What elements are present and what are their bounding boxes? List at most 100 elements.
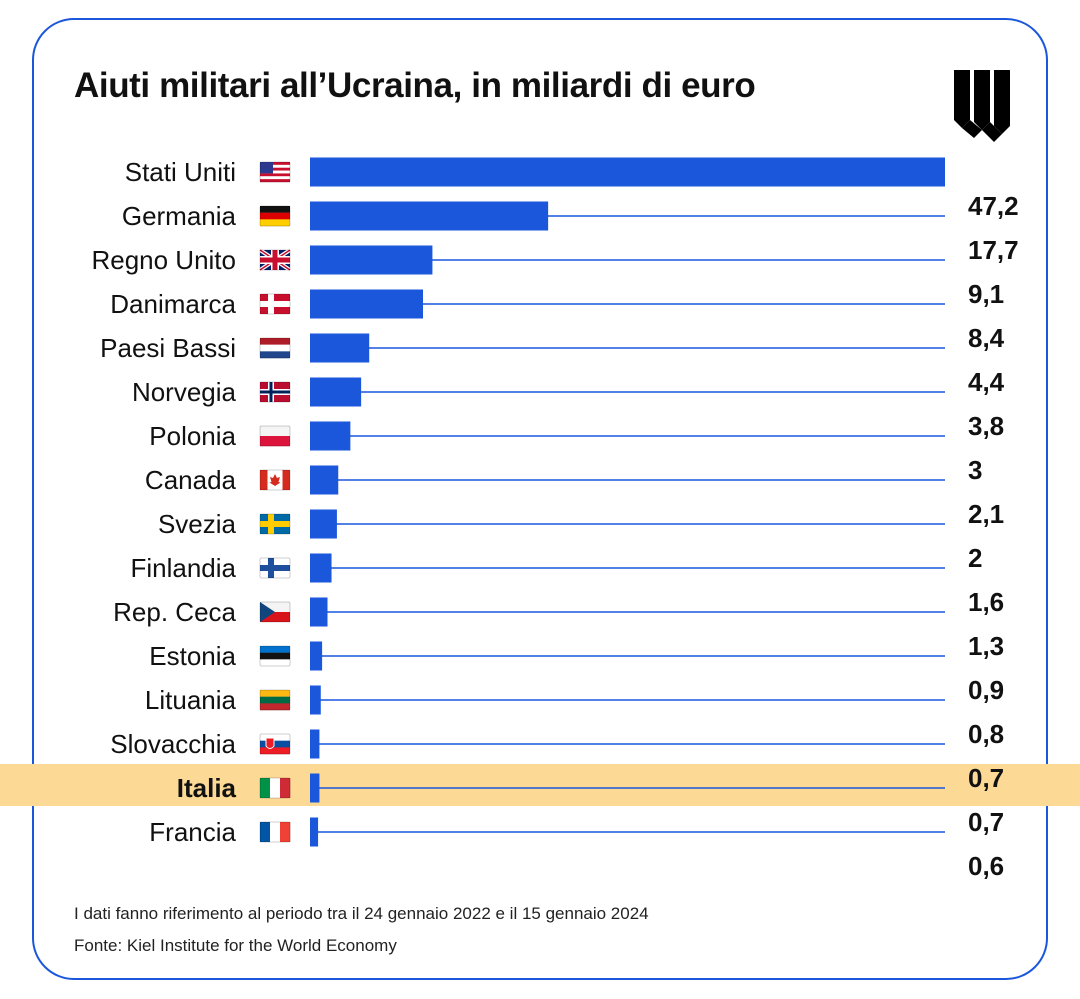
flag-border xyxy=(259,513,291,535)
flag-cross xyxy=(260,257,290,263)
flag-stripe xyxy=(260,162,290,165)
flag-canton xyxy=(260,162,273,174)
flag-border xyxy=(259,733,291,755)
flag-stripe xyxy=(260,219,290,227)
flag-border xyxy=(259,381,291,403)
bar-rep-ceca xyxy=(310,597,328,627)
footnote-period: I dati fanno riferimento al periodo tra … xyxy=(74,904,649,923)
category-label: Paesi Bassi xyxy=(100,333,236,363)
bar-francia xyxy=(310,817,319,847)
flag-stripe xyxy=(260,170,290,174)
flag-border xyxy=(259,557,291,579)
flag-stripe xyxy=(280,778,291,798)
category-label: Polonia xyxy=(149,421,236,451)
flag-cross xyxy=(260,390,290,394)
category-label: Norvegia xyxy=(132,377,237,407)
category-label: Danimarca xyxy=(110,289,236,319)
value-label: 0,8 xyxy=(968,719,1004,749)
flag-border xyxy=(259,205,291,227)
category-label: Slovacchia xyxy=(110,729,236,759)
flag-stripe xyxy=(260,696,290,704)
flag-stripe xyxy=(260,734,290,741)
category-label: Rep. Ceca xyxy=(113,597,236,627)
bar-danimarca xyxy=(310,289,424,319)
value-label: 3 xyxy=(968,455,982,485)
bar-slovacchia xyxy=(310,729,320,759)
flag-stripe xyxy=(260,612,290,622)
flag-stripe xyxy=(260,426,290,437)
flag-stripe xyxy=(260,176,290,180)
value-label: 1,3 xyxy=(968,631,1004,661)
category-label: Stati Uniti xyxy=(125,157,236,187)
flag-stripe xyxy=(260,338,290,345)
value-label: 0,6 xyxy=(968,851,1004,881)
flag-shield xyxy=(265,737,275,749)
flag-us-icon xyxy=(259,161,291,183)
category-label: Germania xyxy=(122,201,237,231)
flag-stripe xyxy=(260,740,290,748)
chart-title: Aiuti militari all’Ucraina, in miliardi … xyxy=(74,66,756,105)
flag-cz-icon xyxy=(259,601,291,623)
flag-maple-leaf xyxy=(269,474,281,486)
footnote-source: Fonte: Kiel Institute for the World Econ… xyxy=(74,936,397,955)
category-label: Estonia xyxy=(149,641,236,671)
value-label: 0,9 xyxy=(968,675,1004,705)
category-label: Svezia xyxy=(158,509,237,539)
flag-stripe xyxy=(260,351,290,359)
value-label: 2,1 xyxy=(968,499,1004,529)
bar-germania xyxy=(310,201,549,231)
flag-border xyxy=(259,249,291,271)
flag-stripe xyxy=(270,822,281,842)
category-label: Francia xyxy=(149,817,236,847)
value-label: 8,4 xyxy=(968,323,1005,353)
flag-fr-icon xyxy=(259,821,291,843)
flag-nl-icon xyxy=(259,337,291,359)
flag-stripe xyxy=(260,747,290,755)
flag-pl-icon xyxy=(259,425,291,447)
flag-stripe xyxy=(260,822,271,842)
value-label: 17,7 xyxy=(968,235,1019,265)
value-label: 0,7 xyxy=(968,763,1004,793)
value-label: 47,2 xyxy=(968,191,1019,221)
flag-dk-icon xyxy=(259,293,291,315)
flag-ee-icon xyxy=(259,645,291,667)
flag-band xyxy=(282,470,290,490)
bar-norvegia xyxy=(310,377,362,407)
category-label: Regno Unito xyxy=(91,245,236,275)
flag-border xyxy=(259,161,291,183)
flag-stripe xyxy=(260,164,290,168)
flag-band xyxy=(260,470,268,490)
flag-stripe xyxy=(260,179,290,183)
flag-de-icon xyxy=(259,205,291,227)
flag-stripe xyxy=(260,206,290,213)
flag-sk-icon xyxy=(259,733,291,755)
category-label: Italia xyxy=(177,773,237,803)
category-label: Finlandia xyxy=(130,553,236,583)
flag-border xyxy=(259,337,291,359)
flag-stripe xyxy=(260,652,290,660)
bar-estonia xyxy=(310,641,323,671)
bar-italia xyxy=(310,773,320,803)
flag-it-icon xyxy=(259,777,291,799)
value-label: 0,7 xyxy=(968,807,1004,837)
flag-ca-icon xyxy=(259,469,291,491)
category-label: Lituania xyxy=(145,685,237,715)
value-label: 4,4 xyxy=(968,367,1005,397)
flag-stripe xyxy=(260,646,290,653)
flag-stripe xyxy=(260,344,290,352)
flag-stripe xyxy=(260,173,290,177)
flag-fi-icon xyxy=(259,557,291,579)
flag-border xyxy=(259,645,291,667)
flag-border xyxy=(259,777,291,799)
flag-stripe xyxy=(260,212,290,220)
flag-stripe xyxy=(260,778,271,798)
bar-stati-uniti xyxy=(310,157,945,187)
flag-cross xyxy=(260,565,290,571)
category-label: Canada xyxy=(145,465,237,495)
w-logo-icon xyxy=(954,70,1010,142)
flag-lt-icon xyxy=(259,689,291,711)
value-label: 2 xyxy=(968,543,982,573)
flag-stripe xyxy=(260,703,290,711)
flag-stripe xyxy=(260,436,290,447)
flag-stripe xyxy=(260,167,290,171)
